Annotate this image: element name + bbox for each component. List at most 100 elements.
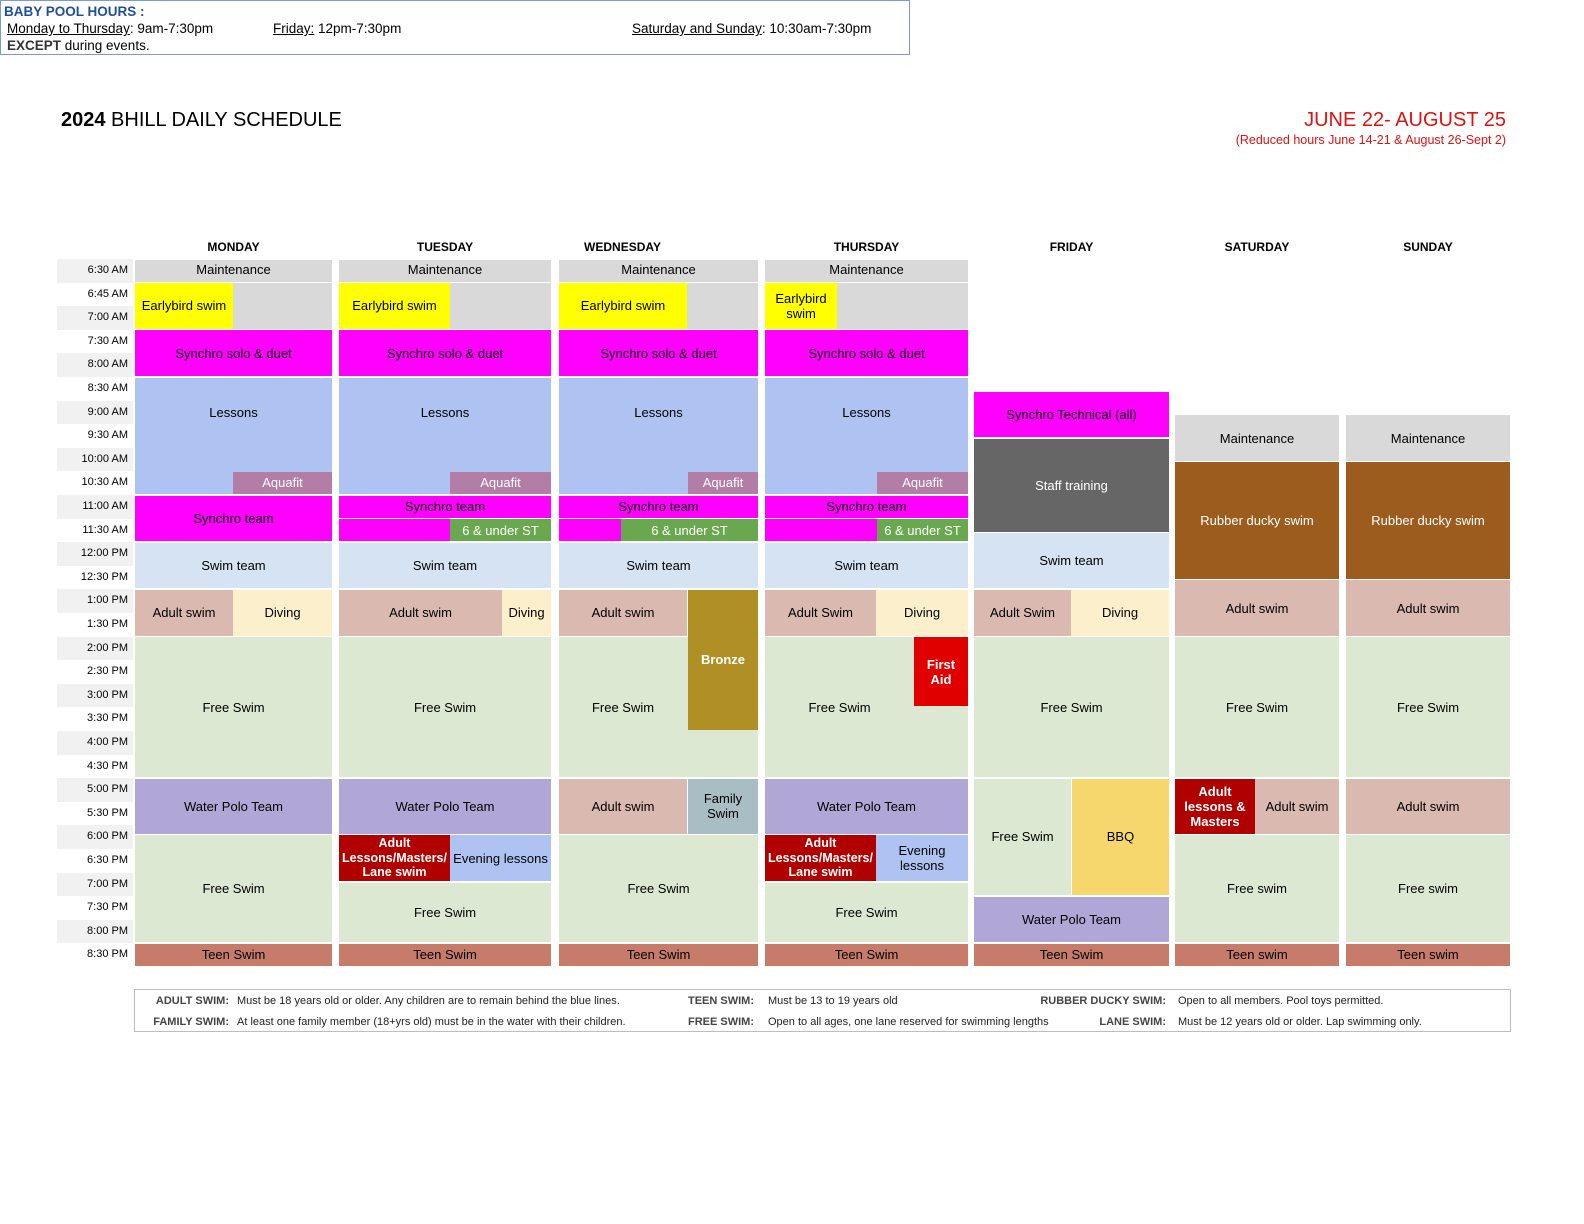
legend-ducky-key: RUBBER DUCKY SWIM: bbox=[1040, 995, 1166, 1007]
schedule-block-mon-maint: Maintenance bbox=[135, 259, 332, 282]
legend-ducky-value: Open to all members. Pool toys permitted… bbox=[1178, 995, 1384, 1007]
schedule-block-thu-early: Earlybird swim bbox=[765, 283, 837, 329]
schedule-block-label: Swim team bbox=[412, 558, 478, 574]
schedule-block-wed-synteam: Synchro team bbox=[559, 495, 758, 518]
schedule-block-fri-diving: Diving bbox=[1071, 589, 1169, 636]
schedule-block-tue-evening: Evening lessons bbox=[450, 835, 551, 882]
schedule-block-tue-early: Earlybird swim bbox=[339, 283, 450, 329]
schedule-block-label: Maintenance bbox=[1219, 430, 1295, 446]
schedule-block-tue-free1: Free Swim bbox=[339, 637, 551, 778]
schedule-block-label: Adult swim bbox=[389, 605, 452, 621]
schedule-block-label: Aquafit bbox=[262, 475, 303, 491]
time-label: 7:30 AM bbox=[87, 334, 128, 347]
schedule-block-label: Earlybird swim bbox=[580, 298, 666, 314]
legend-family-key: FAMILY SWIM: bbox=[153, 1016, 229, 1028]
schedule-block-label: Teen Swim bbox=[413, 947, 477, 963]
schedule-block-fri-free2: Free Swim bbox=[974, 778, 1071, 896]
schedule-block-label: Synchro team bbox=[826, 498, 907, 514]
schedule-block-label: Earlybird swim bbox=[775, 290, 827, 321]
baby-pool-mon-thu: Monday to Thursday: 9am-7:30pm bbox=[7, 21, 214, 36]
schedule-block-tue-adultles: Adult Lessons/Masters/ Lane swim bbox=[339, 835, 450, 882]
reduced-hours-note: (Reduced hours June 14-21 & August 26-Se… bbox=[1235, 133, 1506, 147]
schedule-block-label: Water Polo Team bbox=[184, 798, 283, 814]
time-label: 6:30 PM bbox=[87, 854, 128, 866]
schedule-block-label: Free Swim bbox=[1225, 699, 1289, 715]
baby-pool-sat-sun: Saturday and Sunday: 10:30am-7:30pm bbox=[632, 21, 872, 36]
schedule-block-sun-adult: Adult swim bbox=[1346, 580, 1510, 636]
schedule-block-wed-adult2: Adult swim bbox=[559, 778, 687, 834]
schedule-block-mon-teen: Teen Swim bbox=[135, 943, 332, 966]
schedule-block-tue-adult: Adult swim bbox=[339, 589, 502, 636]
schedule-block-label: Maintenance bbox=[621, 261, 696, 277]
schedule-block-label: Free Swim bbox=[991, 829, 1054, 845]
schedule-block-thu-firstaid: First Aid bbox=[914, 637, 968, 707]
schedule-block-wed-bronze: Bronze bbox=[688, 589, 758, 730]
schedule-block-tue-under6: 6 & under ST bbox=[450, 519, 551, 542]
schedule-block-label: Adult Swim bbox=[989, 605, 1056, 621]
schedule-block-wed-under6: 6 & under ST bbox=[621, 519, 758, 542]
schedule-block-label: Bronze bbox=[700, 652, 746, 668]
schedule-block-label: Maintenance bbox=[196, 261, 271, 277]
schedule-block-label: Adult swim bbox=[1396, 600, 1460, 616]
schedule-block-mon-free2: Free Swim bbox=[135, 835, 332, 943]
time-label: 5:30 PM bbox=[87, 806, 128, 819]
schedule-block-label: Evening lessons bbox=[898, 843, 946, 874]
schedule-block-mon-synteam: Synchro team bbox=[135, 495, 332, 542]
time-label: 6:30 AM bbox=[57, 259, 133, 283]
schedule-block-label: 6 & under ST bbox=[884, 522, 961, 538]
schedule-block-wed-synteam-bg bbox=[559, 519, 621, 542]
schedule-block-thu-evening: Evening lessons bbox=[876, 835, 968, 882]
schedule-block-wed-free2: Free Swim bbox=[559, 835, 758, 943]
time-label: 9:30 AM bbox=[87, 429, 128, 442]
time-label: 1:30 PM bbox=[87, 618, 128, 630]
day-header-tuesday: TUESDAY bbox=[416, 240, 474, 254]
schedule-block-thu-aquafit: Aquafit bbox=[877, 471, 968, 494]
schedule-block-label: Free Swim bbox=[1040, 699, 1103, 715]
schedule-block-label: Adult Lessons/Masters/ Lane swim bbox=[768, 836, 873, 880]
legend-box: ADULT SWIM: Must be 18 years old or olde… bbox=[134, 989, 1511, 1032]
schedule-block-thu-synteam: Synchro team bbox=[765, 495, 968, 518]
time-label: 6:00 PM bbox=[57, 825, 133, 849]
schedule-block-tue-swimteam: Swim team bbox=[339, 542, 551, 589]
schedule-block-label: Free Swim bbox=[835, 904, 898, 920]
schedule-block-thu-adultles: Adult Lessons/Masters/ Lane swim bbox=[765, 835, 876, 882]
schedule-block-tue-wp: Water Polo Team bbox=[339, 778, 551, 834]
schedule-block-sat-adult: Adult swim bbox=[1175, 580, 1339, 636]
schedule-block-sat-free2: Free swim bbox=[1175, 835, 1339, 943]
schedule-block-wed-early: Earlybird swim bbox=[559, 283, 687, 329]
schedule-block-fri-bbq: BBQ bbox=[1072, 778, 1169, 896]
schedule-block-label: Maintenance bbox=[829, 261, 904, 277]
baby-pool-except: EXCEPT during events. bbox=[7, 38, 150, 53]
schedule-block-label: Free Swim bbox=[202, 699, 265, 715]
schedule-block-label: Synchro Technical (all) bbox=[1006, 407, 1137, 422]
schedule-block-label: Lessons bbox=[209, 404, 258, 420]
schedule-block-sat-free1: Free Swim bbox=[1175, 637, 1339, 778]
schedule-block-tue-maint: Maintenance bbox=[339, 259, 551, 282]
legend-lane-key: LANE SWIM: bbox=[1099, 1016, 1166, 1028]
schedule-block-thu-free2: Free Swim bbox=[765, 882, 968, 943]
time-label: 4:30 PM bbox=[87, 759, 128, 772]
schedule-block-label: Adult swim bbox=[152, 605, 216, 621]
schedule-block-label: Free Swim bbox=[413, 699, 477, 715]
schedule-block-label: Synchro team bbox=[404, 498, 486, 514]
schedule-block-label: Adult swim bbox=[1396, 798, 1460, 814]
schedule-block-label: First Aid bbox=[926, 656, 956, 687]
schedule-block-sun-maint: Maintenance bbox=[1346, 415, 1510, 461]
time-label: 8:30 AM bbox=[87, 382, 128, 394]
schedule-block-label: Earlybird swim bbox=[141, 298, 227, 314]
schedule-block-label: Adult lessons & Masters bbox=[1184, 783, 1246, 829]
schedule-block-label: Adult swim bbox=[1225, 600, 1289, 616]
schedule-block-sun-free2: Free swim bbox=[1346, 835, 1510, 943]
schedule-block-label: Maintenance bbox=[407, 261, 483, 277]
schedule-block-fri-syntech: Synchro Technical (all) bbox=[974, 391, 1169, 438]
schedule-block-label: Synchro team bbox=[618, 498, 699, 514]
schedule-block-label: Evening lessons bbox=[453, 850, 548, 866]
schedule-block-tue-diving: Diving bbox=[502, 589, 551, 636]
schedule-block-wed-teen: Teen Swim bbox=[559, 943, 758, 966]
schedule-block-label: Earlybird swim bbox=[352, 298, 437, 314]
schedule-block-label: Aquafit bbox=[902, 475, 943, 491]
baby-pool-hours-box: BABY POOL HOURS : Monday to Thursday: 9a… bbox=[0, 0, 910, 55]
schedule-block-label: Synchro solo & duet bbox=[386, 345, 504, 361]
schedule-block-label: Free Swim bbox=[808, 699, 871, 715]
schedule-block-label: Adult Swim bbox=[787, 605, 854, 621]
